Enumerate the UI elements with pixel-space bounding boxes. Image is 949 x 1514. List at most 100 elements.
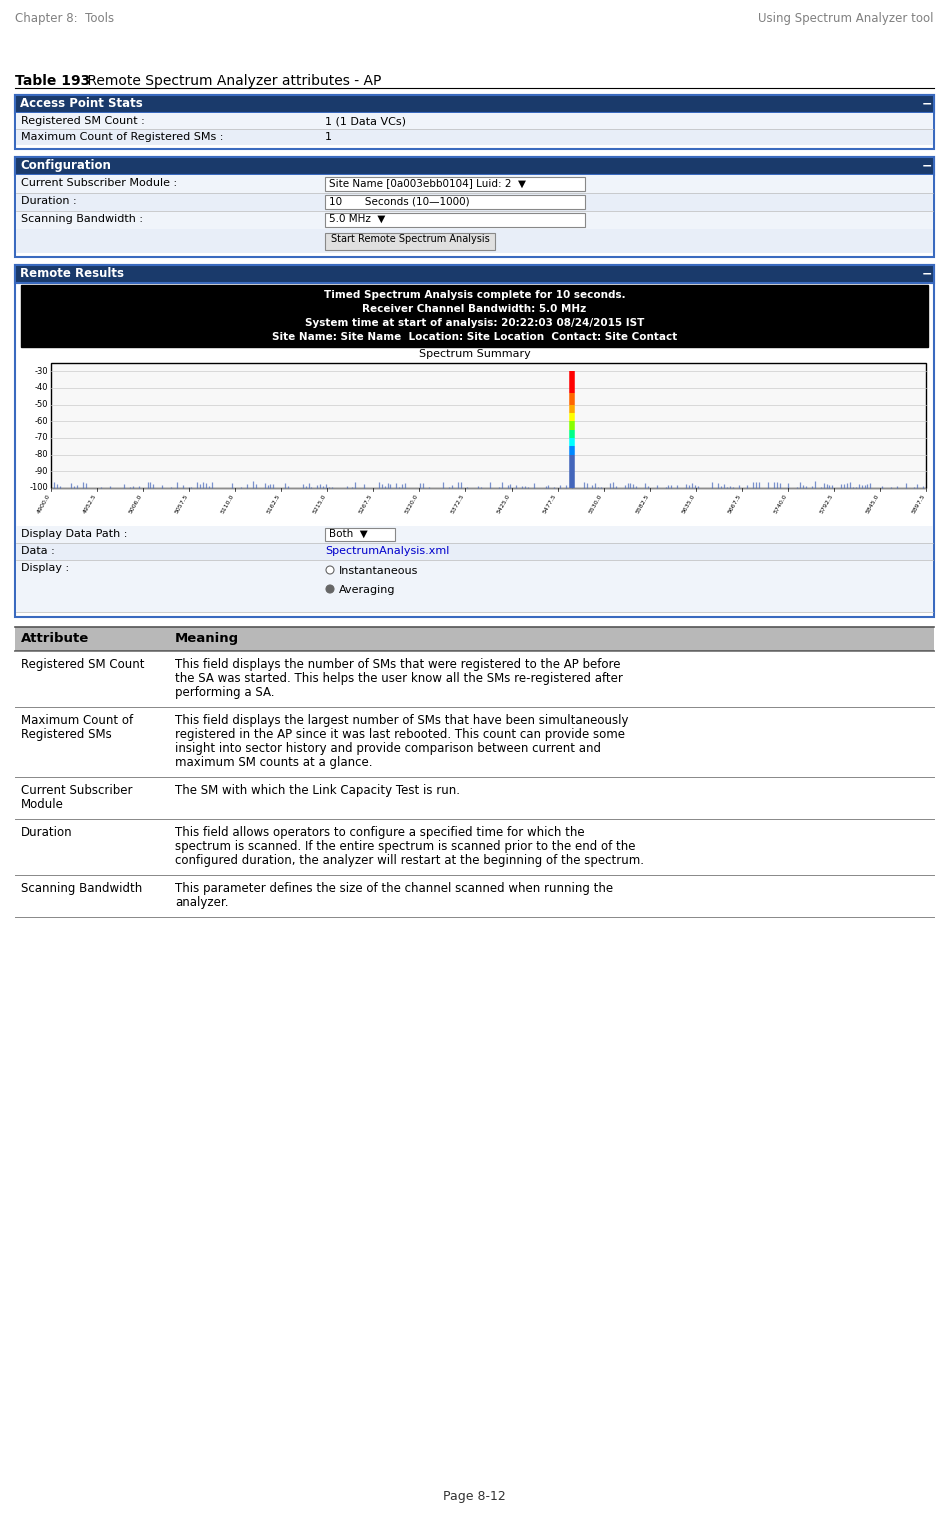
Text: 1: 1 xyxy=(325,132,332,142)
Text: insight into sector history and provide comparison between current and: insight into sector history and provide … xyxy=(175,742,601,755)
Text: Receiver Channel Bandwidth: 5.0 MHz: Receiver Channel Bandwidth: 5.0 MHz xyxy=(363,304,586,313)
Text: 5425.0: 5425.0 xyxy=(496,494,512,515)
Bar xyxy=(15,157,934,176)
Text: 5320.0: 5320.0 xyxy=(404,494,419,515)
Text: Table 193: Table 193 xyxy=(15,74,90,88)
Text: -80: -80 xyxy=(34,450,48,459)
Text: -40: -40 xyxy=(34,383,48,392)
Text: Duration: Duration xyxy=(21,827,73,839)
Bar xyxy=(16,210,933,229)
Text: −: − xyxy=(922,266,933,280)
Bar xyxy=(325,213,585,227)
Text: 5845.0: 5845.0 xyxy=(865,494,880,515)
Text: Display :: Display : xyxy=(21,563,69,572)
Text: Configuration: Configuration xyxy=(20,159,111,173)
Text: -70: -70 xyxy=(34,433,48,442)
Bar xyxy=(15,265,934,618)
Text: Maximum Count of Registered SMs :: Maximum Count of Registered SMs : xyxy=(21,132,223,142)
Text: 5110.0: 5110.0 xyxy=(220,494,235,515)
Bar xyxy=(16,129,933,145)
Text: 5740.0: 5740.0 xyxy=(772,494,788,515)
Text: 5792.5: 5792.5 xyxy=(819,494,834,515)
Text: Timed Spectrum Analysis complete for 10 seconds.: Timed Spectrum Analysis complete for 10 … xyxy=(324,291,625,300)
Text: SpectrumAnalysis.xml: SpectrumAnalysis.xml xyxy=(325,547,450,556)
Bar xyxy=(16,525,933,544)
Text: 5372.5: 5372.5 xyxy=(450,494,465,515)
Bar xyxy=(15,157,934,257)
Text: Using Spectrum Analyzer tool: Using Spectrum Analyzer tool xyxy=(758,12,934,26)
Bar xyxy=(325,195,585,209)
Text: analyzer.: analyzer. xyxy=(175,896,229,908)
Text: Registered SMs: Registered SMs xyxy=(21,728,112,740)
Text: -90: -90 xyxy=(34,466,48,475)
Text: 5635.0: 5635.0 xyxy=(680,494,696,515)
Text: Instantaneous: Instantaneous xyxy=(339,566,419,575)
Text: 4900.0: 4900.0 xyxy=(36,494,51,515)
Text: Scanning Bandwidth :: Scanning Bandwidth : xyxy=(21,213,143,224)
Text: Registered SM Count: Registered SM Count xyxy=(21,659,144,671)
Bar xyxy=(15,627,934,651)
Text: −: − xyxy=(922,97,933,111)
Bar xyxy=(16,544,933,560)
Text: 5267.5: 5267.5 xyxy=(358,494,373,515)
Text: Both  ▼: Both ▼ xyxy=(329,528,368,539)
Circle shape xyxy=(326,584,334,593)
Text: Module: Module xyxy=(21,798,64,812)
Text: 4952.5: 4952.5 xyxy=(82,494,97,515)
Text: 5006.0: 5006.0 xyxy=(128,494,143,515)
Bar xyxy=(325,233,495,250)
Text: This parameter defines the size of the channel scanned when running the: This parameter defines the size of the c… xyxy=(175,883,613,895)
Text: Registered SM Count :: Registered SM Count : xyxy=(21,117,145,126)
Circle shape xyxy=(326,566,334,574)
Text: System time at start of analysis: 20:22:03 08/24/2015 IST: System time at start of analysis: 20:22:… xyxy=(305,318,644,329)
Text: This field displays the largest number of SMs that have been simultaneously: This field displays the largest number o… xyxy=(175,715,628,727)
Bar xyxy=(325,528,395,540)
Text: Remote Spectrum Analyzer attributes - AP: Remote Spectrum Analyzer attributes - AP xyxy=(83,74,381,88)
Text: performing a SA.: performing a SA. xyxy=(175,686,274,699)
Text: Remote Results: Remote Results xyxy=(20,266,124,280)
Text: 5530.0: 5530.0 xyxy=(588,494,604,515)
Text: Access Point Stats: Access Point Stats xyxy=(20,97,142,111)
Text: maximum SM counts at a glance.: maximum SM counts at a glance. xyxy=(175,755,373,769)
Text: Maximum Count of: Maximum Count of xyxy=(21,715,133,727)
Text: Site Name: Site Name  Location: Site Location  Contact: Site Contact: Site Name: Site Name Location: Site Loca… xyxy=(271,332,678,342)
Text: Duration :: Duration : xyxy=(21,195,77,206)
Text: Site Name [0a003ebb0104] Luid: 2  ▼: Site Name [0a003ebb0104] Luid: 2 ▼ xyxy=(329,179,526,188)
Text: Attribute: Attribute xyxy=(21,631,89,645)
Bar xyxy=(15,265,934,283)
Bar xyxy=(325,177,585,191)
Bar xyxy=(16,192,933,210)
Text: Data :: Data : xyxy=(21,547,55,556)
Text: 5477.5: 5477.5 xyxy=(543,494,558,515)
Text: 5582.5: 5582.5 xyxy=(635,494,650,515)
Text: Display Data Path :: Display Data Path : xyxy=(21,528,127,539)
Text: 5162.5: 5162.5 xyxy=(266,494,281,515)
Text: spectrum is scanned. If the entire spectrum is scanned prior to the end of the: spectrum is scanned. If the entire spect… xyxy=(175,840,636,852)
Text: the SA was started. This helps the user know all the SMs re-registered after: the SA was started. This helps the user … xyxy=(175,672,623,684)
Text: −: − xyxy=(922,159,933,173)
Bar xyxy=(16,114,933,129)
Text: Spectrum Summary: Spectrum Summary xyxy=(419,350,530,359)
Text: 5.0 MHz  ▼: 5.0 MHz ▼ xyxy=(329,213,385,224)
Text: 1 (1 Data VCs): 1 (1 Data VCs) xyxy=(325,117,406,126)
Bar xyxy=(16,229,933,253)
Text: -30: -30 xyxy=(34,366,48,375)
Text: This field allows operators to configure a specified time for which the: This field allows operators to configure… xyxy=(175,827,585,839)
Text: Scanning Bandwidth: Scanning Bandwidth xyxy=(21,883,142,895)
Text: 5215.0: 5215.0 xyxy=(312,494,327,515)
Text: The SM with which the Link Capacity Test is run.: The SM with which the Link Capacity Test… xyxy=(175,784,460,796)
Text: -60: -60 xyxy=(34,416,48,425)
Bar xyxy=(16,176,933,192)
Text: 5667.5: 5667.5 xyxy=(727,494,742,515)
Text: Chapter 8:  Tools: Chapter 8: Tools xyxy=(15,12,114,26)
Text: Current Subscriber: Current Subscriber xyxy=(21,784,133,796)
Text: registered in the AP since it was last rebooted. This count can provide some: registered in the AP since it was last r… xyxy=(175,728,625,740)
Text: Start Remote Spectrum Analysis: Start Remote Spectrum Analysis xyxy=(330,235,490,244)
Text: Averaging: Averaging xyxy=(339,584,396,595)
Text: -50: -50 xyxy=(34,400,48,409)
Bar xyxy=(51,363,926,488)
Text: This field displays the number of SMs that were registered to the AP before: This field displays the number of SMs th… xyxy=(175,659,621,671)
Text: 5057.5: 5057.5 xyxy=(174,494,189,515)
Bar xyxy=(15,95,934,148)
Bar xyxy=(16,560,933,612)
